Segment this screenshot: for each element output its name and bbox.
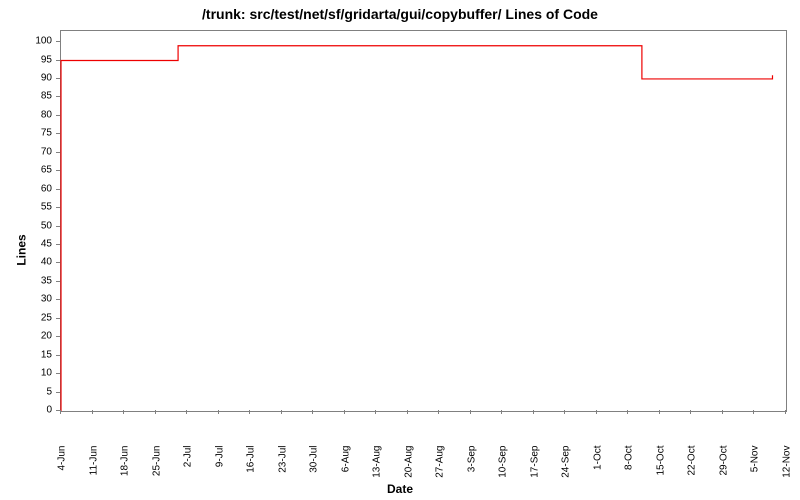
y-tick-label: 5 [0, 386, 52, 397]
x-tick-mark [722, 410, 723, 414]
y-tick-label: 30 [0, 294, 52, 305]
x-tick-label: 22-Oct [687, 446, 698, 496]
x-tick-mark [60, 410, 61, 414]
y-tick-mark [56, 244, 60, 245]
y-tick-mark [56, 189, 60, 190]
y-tick-mark [56, 392, 60, 393]
x-tick-label: 15-Oct [655, 446, 666, 496]
y-tick-label: 85 [0, 91, 52, 102]
x-tick-label: 13-Aug [372, 446, 383, 496]
y-tick-mark [56, 318, 60, 319]
x-tick-label: 16-Jul [246, 446, 257, 496]
x-tick-label: 10-Sep [498, 446, 509, 496]
y-tick-mark [56, 355, 60, 356]
series-line [61, 46, 772, 411]
x-tick-label: 17-Sep [529, 446, 540, 496]
y-tick-mark [56, 299, 60, 300]
y-tick-label: 60 [0, 183, 52, 194]
x-tick-label: 3-Sep [466, 446, 477, 496]
x-tick-mark [690, 410, 691, 414]
y-tick-mark [56, 78, 60, 79]
y-tick-label: 45 [0, 238, 52, 249]
x-tick-label: 6-Aug [340, 446, 351, 496]
y-tick-mark [56, 170, 60, 171]
x-tick-label: 18-Jun [120, 446, 131, 496]
x-tick-mark [281, 410, 282, 414]
x-tick-label: 9-Jul [214, 446, 225, 496]
y-tick-label: 90 [0, 72, 52, 83]
y-tick-label: 40 [0, 257, 52, 268]
y-tick-mark [56, 96, 60, 97]
x-tick-label: 1-Oct [592, 446, 603, 496]
x-tick-mark [564, 410, 565, 414]
y-tick-label: 75 [0, 128, 52, 139]
x-tick-label: 29-Oct [718, 446, 729, 496]
x-tick-label: 5-Nov [750, 446, 761, 496]
loc-chart: /trunk: src/test/net/sf/gridarta/gui/cop… [0, 0, 800, 500]
y-tick-label: 20 [0, 331, 52, 342]
y-tick-mark [56, 262, 60, 263]
y-tick-mark [56, 41, 60, 42]
chart-title: /trunk: src/test/net/sf/gridarta/gui/cop… [0, 6, 800, 22]
x-tick-mark [659, 410, 660, 414]
y-tick-label: 50 [0, 220, 52, 231]
y-tick-mark [56, 152, 60, 153]
x-tick-mark [312, 410, 313, 414]
y-tick-label: 100 [0, 36, 52, 47]
x-tick-mark [596, 410, 597, 414]
x-tick-label: 8-Oct [624, 446, 635, 496]
y-tick-label: 70 [0, 146, 52, 157]
y-tick-mark [56, 207, 60, 208]
x-tick-label: 30-Jul [309, 446, 320, 496]
x-tick-label: 11-Jun [88, 446, 99, 496]
y-tick-label: 35 [0, 275, 52, 286]
x-tick-mark [753, 410, 754, 414]
x-tick-mark [249, 410, 250, 414]
x-tick-mark [470, 410, 471, 414]
y-tick-mark [56, 281, 60, 282]
x-tick-label: 23-Jul [277, 446, 288, 496]
y-tick-label: 95 [0, 54, 52, 65]
plot-area [60, 30, 787, 412]
x-tick-label: 12-Nov [782, 446, 793, 496]
x-tick-mark [123, 410, 124, 414]
y-tick-mark [56, 373, 60, 374]
x-tick-label: 20-Aug [403, 446, 414, 496]
x-tick-mark [627, 410, 628, 414]
x-tick-label: 27-Aug [435, 446, 446, 496]
y-tick-mark [56, 60, 60, 61]
y-tick-label: 65 [0, 165, 52, 176]
y-tick-label: 10 [0, 368, 52, 379]
y-tick-label: 55 [0, 202, 52, 213]
y-tick-mark [56, 336, 60, 337]
y-tick-label: 25 [0, 312, 52, 323]
x-tick-mark [438, 410, 439, 414]
y-tick-label: 80 [0, 109, 52, 120]
y-tick-mark [56, 133, 60, 134]
x-tick-mark [155, 410, 156, 414]
x-tick-mark [407, 410, 408, 414]
x-tick-label: 24-Sep [561, 446, 572, 496]
x-tick-label: 25-Jun [151, 446, 162, 496]
x-tick-mark [218, 410, 219, 414]
x-tick-mark [533, 410, 534, 414]
y-tick-label: 0 [0, 405, 52, 416]
x-tick-mark [501, 410, 502, 414]
x-tick-mark [186, 410, 187, 414]
x-tick-mark [375, 410, 376, 414]
x-tick-label: 2-Jul [183, 446, 194, 496]
x-tick-label: 4-Jun [57, 446, 68, 496]
y-tick-label: 15 [0, 349, 52, 360]
y-tick-mark [56, 115, 60, 116]
line-series [61, 31, 786, 411]
x-tick-mark [785, 410, 786, 414]
x-tick-mark [92, 410, 93, 414]
x-tick-mark [344, 410, 345, 414]
y-tick-mark [56, 226, 60, 227]
